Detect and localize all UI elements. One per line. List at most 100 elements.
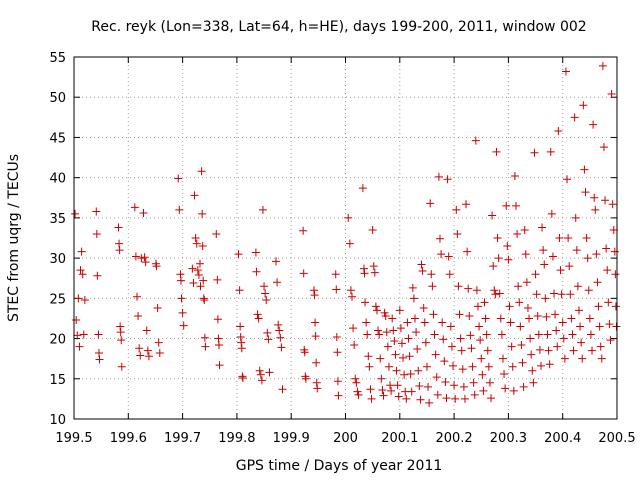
data-point <box>517 340 526 349</box>
data-point <box>116 322 125 331</box>
data-point <box>595 322 604 331</box>
data-point <box>450 381 459 390</box>
data-point <box>454 282 463 291</box>
data-point <box>611 270 620 279</box>
data-point <box>428 282 437 291</box>
data-point <box>380 308 389 317</box>
data-point <box>392 366 401 375</box>
data-point <box>512 201 521 210</box>
data-point <box>435 234 444 243</box>
data-point <box>504 255 513 264</box>
plot-frame <box>73 56 618 420</box>
data-point <box>573 282 582 291</box>
data-point <box>544 346 553 355</box>
data-point <box>134 312 143 321</box>
data-point <box>354 390 363 399</box>
data-point <box>178 308 187 317</box>
data-point <box>366 385 375 394</box>
data-point <box>548 252 557 261</box>
data-point <box>586 330 595 339</box>
data-point <box>415 382 424 391</box>
data-point <box>609 225 618 234</box>
data-point <box>391 350 400 359</box>
data-point <box>557 290 566 299</box>
data-point <box>278 385 287 394</box>
data-point <box>363 330 372 339</box>
data-point <box>408 283 417 292</box>
data-point <box>213 315 222 324</box>
y-tick-label: 30 <box>49 252 66 267</box>
data-point <box>382 328 391 337</box>
data-point <box>263 328 272 337</box>
data-point <box>606 336 615 345</box>
data-point <box>453 229 462 238</box>
data-point <box>494 254 503 263</box>
data-point <box>553 342 562 351</box>
data-point <box>599 143 608 152</box>
data-point <box>445 270 454 279</box>
data-point <box>260 282 269 291</box>
data-point <box>74 294 83 303</box>
data-point <box>191 234 200 242</box>
data-point <box>571 213 580 222</box>
data-point <box>310 291 319 300</box>
data-point <box>604 298 613 307</box>
data-point <box>466 331 475 340</box>
data-point <box>360 269 369 278</box>
data-point <box>348 292 357 301</box>
data-point <box>558 318 567 327</box>
data-point <box>383 342 392 351</box>
data-point <box>489 262 498 271</box>
data-point <box>471 136 480 145</box>
data-points <box>71 61 621 407</box>
data-point <box>547 209 556 218</box>
data-point <box>174 174 183 183</box>
data-point <box>516 322 525 331</box>
data-point <box>421 338 430 347</box>
data-point <box>546 147 555 156</box>
data-point <box>584 286 593 295</box>
data-point <box>534 330 543 339</box>
data-point <box>237 344 246 353</box>
data-point <box>190 191 199 200</box>
chart-title: Rec. reyk (Lon=338, Lat=64, h=HE), days … <box>91 19 586 35</box>
data-point <box>352 378 361 387</box>
data-point <box>78 270 87 279</box>
data-point <box>265 368 274 377</box>
data-point <box>137 254 146 263</box>
data-point <box>71 209 80 218</box>
data-point <box>397 339 406 348</box>
data-point <box>403 318 412 327</box>
data-point <box>135 344 144 353</box>
data-point <box>199 294 208 303</box>
data-point <box>351 374 360 383</box>
data-point <box>153 303 162 312</box>
data-point <box>477 354 486 363</box>
data-point <box>333 377 342 386</box>
data-point <box>449 361 458 370</box>
data-point <box>467 344 476 353</box>
data-point <box>416 395 425 404</box>
data-point <box>484 362 493 371</box>
x-tick-label: 199.5 <box>55 431 92 446</box>
data-point <box>496 314 505 323</box>
x-tick-label: 199.7 <box>164 431 201 446</box>
data-point <box>482 330 491 339</box>
data-point <box>332 285 341 294</box>
data-point <box>458 365 467 374</box>
data-point <box>365 362 374 371</box>
data-point <box>176 270 185 279</box>
data-point <box>592 250 601 259</box>
data-point <box>413 345 422 354</box>
data-point <box>596 342 605 351</box>
data-point <box>200 295 209 304</box>
data-point <box>261 289 270 298</box>
data-point <box>277 343 286 352</box>
data-point <box>583 254 592 263</box>
data-point <box>358 184 367 193</box>
data-point <box>541 294 550 303</box>
data-point <box>611 302 620 311</box>
data-point <box>414 366 423 375</box>
data-point <box>457 346 466 355</box>
data-point <box>425 398 434 407</box>
